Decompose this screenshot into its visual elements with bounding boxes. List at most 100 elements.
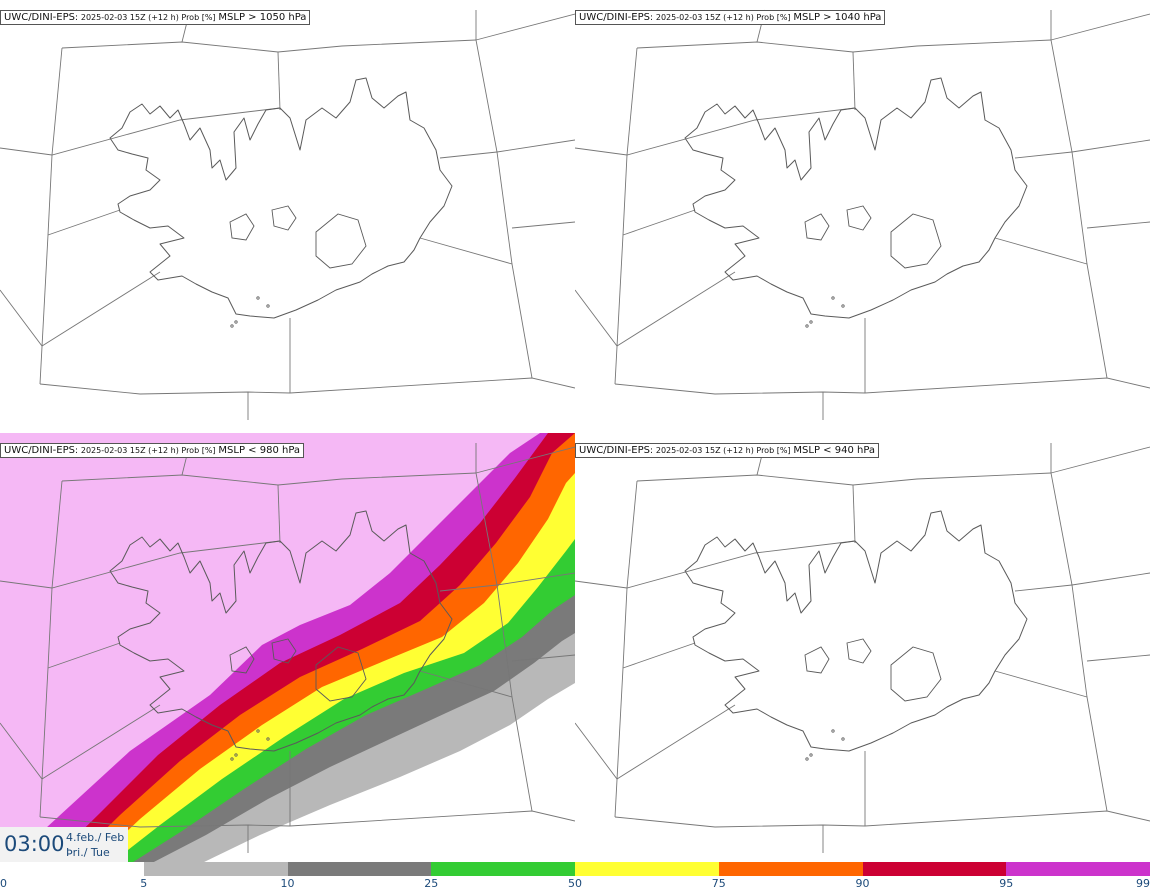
graticule-line: [47, 209, 121, 236]
valid-date-line2: Þri./ Tue: [66, 846, 110, 859]
probability-band-8: [200, 683, 575, 864]
graticule-line: [0, 540, 281, 589]
island-outline: [256, 729, 260, 733]
graticule-line: [1086, 654, 1150, 662]
island-outline: [234, 753, 238, 757]
graticule-line: [1050, 472, 1108, 812]
panel-title: UWC/DINI-EPS: 2025-02-03 15Z (+12 h) Pro…: [575, 10, 886, 25]
graticule-line: [475, 446, 575, 474]
graticule-line: [1071, 139, 1150, 153]
glacier-outline: [271, 638, 297, 664]
threshold-label: MSLP < 980 hPa: [218, 445, 301, 456]
graticule-line: [475, 39, 533, 379]
graticule-line: [439, 584, 498, 592]
graticule-line: [852, 51, 856, 111]
graticule-line: [636, 472, 1052, 486]
graticule-line: [1086, 221, 1150, 229]
graticule-line: [496, 139, 575, 153]
threshold-label: MSLP < 940 hPa: [793, 445, 876, 456]
valid-date: 4.feb./ Feb Þri./ Tue: [66, 830, 124, 860]
graticule-line: [1050, 13, 1150, 41]
glacier-outline: [315, 213, 367, 269]
glacier-outline: [271, 205, 297, 231]
valid-time-clock: 03:00: [4, 832, 65, 856]
graticule-line: [39, 377, 575, 395]
graticule-line: [852, 484, 856, 544]
graticule-line: [994, 237, 1088, 265]
map-svg: [0, 433, 575, 864]
island-outline: [841, 737, 845, 741]
colorbar-segment: [431, 862, 575, 876]
threshold-label: MSLP > 1040 hPa: [793, 12, 882, 23]
island-outline: [805, 757, 809, 761]
graticule-line: [419, 237, 513, 265]
graticule-line: [511, 221, 575, 229]
graticule-line: [277, 51, 281, 111]
threshold-label: MSLP > 1050 hPa: [218, 12, 307, 23]
graticule-line: [439, 151, 498, 159]
island-outline: [809, 320, 813, 324]
colorbar-segment: [143, 862, 288, 876]
model-label: UWC/DINI-EPS: [579, 445, 650, 456]
graticule-line: [1050, 39, 1108, 379]
map-panel-mslp-lt-980: UWC/DINI-EPS: 2025-02-03 15Z (+12 h) Pro…: [0, 433, 575, 864]
island-outline: [841, 304, 845, 308]
glacier-outline: [890, 646, 942, 702]
map-panel-mslp-gt-1050: UWC/DINI-EPS: 2025-02-03 15Z (+12 h) Pro…: [0, 0, 575, 431]
graticule-line: [614, 480, 638, 818]
colorbar-tick-label: 95: [999, 877, 1014, 890]
colorbar-tick-label: 25: [424, 877, 439, 890]
colorbar-tick-label: 10: [280, 877, 295, 890]
island-outline: [266, 737, 270, 741]
island-outline: [256, 296, 260, 300]
map-panel-mslp-lt-940: UWC/DINI-EPS: 2025-02-03 15Z (+12 h) Pro…: [575, 433, 1150, 864]
coastline: [109, 510, 453, 752]
graticule-line: [575, 704, 736, 780]
graticule-line: [419, 670, 513, 698]
graticule-line: [1050, 446, 1150, 474]
map-svg: [575, 9, 1150, 420]
panel-title: UWC/DINI-EPS: 2025-02-03 15Z (+12 h) Pro…: [575, 443, 880, 458]
graticule-line: [277, 484, 281, 544]
graticule-line: [575, 540, 856, 589]
model-label: UWC/DINI-EPS: [579, 12, 650, 23]
island-outline: [234, 320, 238, 324]
graticule-line: [39, 810, 575, 828]
glacier-outline: [846, 205, 872, 231]
colorbar-tick-label: 5: [140, 877, 148, 890]
colorbar-segment: [0, 862, 144, 876]
run-label: 2025-02-03 15Z (+12 h) Prob [%]: [655, 13, 791, 22]
island-outline: [230, 757, 234, 761]
colorbar-tick-label: 50: [568, 877, 582, 890]
run-label: 2025-02-03 15Z (+12 h) Prob [%]: [655, 446, 791, 455]
graticule-line: [614, 810, 1150, 828]
graticule-line: [614, 47, 638, 385]
graticule-line: [1014, 584, 1073, 592]
glacier-outline: [890, 213, 942, 269]
graticule-line: [1071, 572, 1150, 586]
colorbar-segment: [1006, 862, 1150, 876]
graticule-line: [0, 704, 161, 780]
graticule-line: [575, 271, 736, 347]
run-label: 2025-02-03 15Z (+12 h) Prob [%]: [80, 13, 216, 22]
graticule-line: [622, 642, 696, 669]
probability-colorbar: 0 5 10 25 50 75 90 95 99: [0, 862, 1150, 891]
glacier-outline: [846, 638, 872, 664]
panel-title: UWC/DINI-EPS: 2025-02-03 15Z (+12 h) Pro…: [0, 443, 305, 458]
graticule-line: [636, 39, 1052, 53]
model-label: UWC/DINI-EPS: [4, 12, 75, 23]
graticule-line: [614, 377, 1150, 395]
colorbar-tick-label: 90: [855, 877, 870, 890]
glacier-outline: [804, 646, 830, 674]
coastline: [684, 510, 1028, 752]
valid-time-box: 03:00 4.feb./ Feb Þri./ Tue: [0, 827, 128, 862]
graticule-line: [39, 47, 63, 385]
glacier-outline: [804, 213, 830, 241]
graticule-line: [575, 107, 856, 156]
coastline: [684, 77, 1028, 319]
graticule-line: [39, 480, 63, 818]
graticule-line: [511, 654, 575, 662]
glacier-outline: [229, 646, 255, 674]
island-outline: [266, 304, 270, 308]
glacier-outline: [315, 646, 367, 702]
